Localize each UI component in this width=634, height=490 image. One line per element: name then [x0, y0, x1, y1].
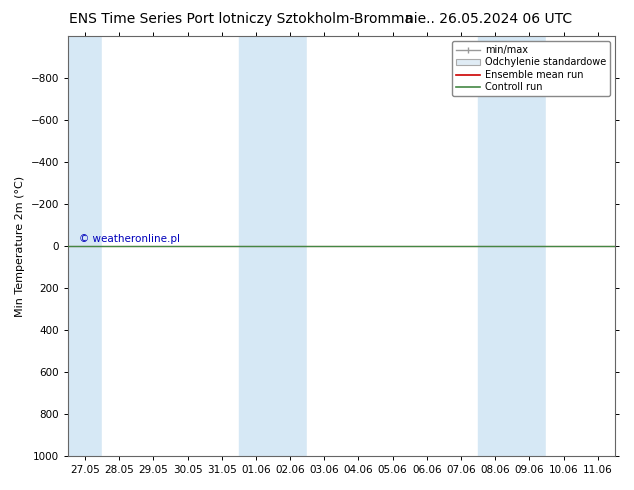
- Bar: [478, 36, 512, 456]
- Bar: [341, 36, 375, 456]
- Text: © weatheronline.pl: © weatheronline.pl: [79, 234, 180, 244]
- Bar: [581, 36, 615, 456]
- Bar: [410, 36, 444, 456]
- Bar: [239, 36, 273, 456]
- Y-axis label: Min Temperature 2m (°C): Min Temperature 2m (°C): [15, 175, 25, 317]
- Bar: [136, 36, 171, 456]
- Bar: [171, 36, 205, 456]
- Legend: min/max, Odchylenie standardowe, Ensemble mean run, Controll run: min/max, Odchylenie standardowe, Ensembl…: [452, 41, 610, 96]
- Bar: [375, 36, 410, 456]
- Bar: [512, 36, 547, 456]
- Text: ENS Time Series Port lotniczy Sztokholm-Bromma: ENS Time Series Port lotniczy Sztokholm-…: [69, 12, 413, 26]
- Text: nie.. 26.05.2024 06 UTC: nie.. 26.05.2024 06 UTC: [404, 12, 572, 26]
- Bar: [273, 36, 307, 456]
- Bar: [547, 36, 581, 456]
- Bar: [102, 36, 136, 456]
- Bar: [307, 36, 341, 456]
- Bar: [68, 36, 102, 456]
- Bar: [444, 36, 478, 456]
- Bar: [205, 36, 239, 456]
